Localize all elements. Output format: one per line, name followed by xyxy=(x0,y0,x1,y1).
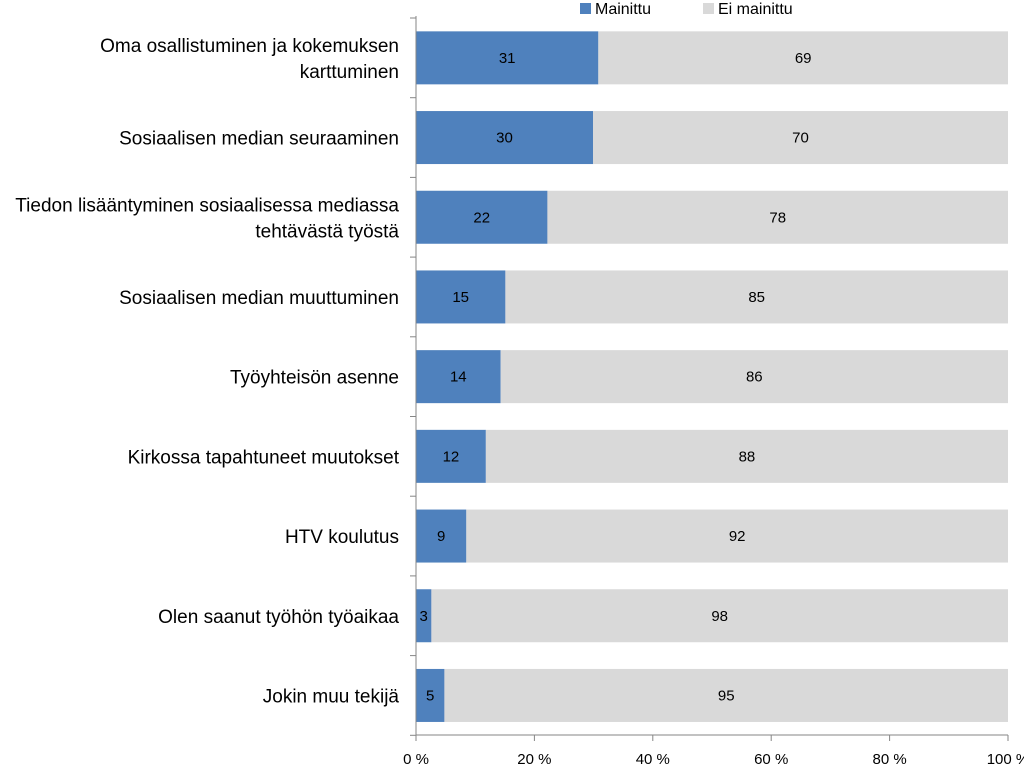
bar-mainittu xyxy=(416,190,548,244)
bar-mainittu xyxy=(416,270,506,324)
legend-swatch xyxy=(703,3,714,14)
bar-value-label: 95 xyxy=(718,687,735,704)
bar-value-label: 70 xyxy=(792,130,809,147)
bar-mainittu xyxy=(416,350,501,404)
bar-value-label: 3 xyxy=(420,608,428,625)
bar-mainittu xyxy=(416,429,486,483)
bar-ei-mainittu xyxy=(593,111,1008,165)
category-label: Oma osallistuminen ja kokemuksen karttumi… xyxy=(100,36,399,83)
category-labels: Oma osallistuminen ja kokemuksen karttumi… xyxy=(15,36,399,708)
category-label: HTV koulutus xyxy=(285,527,399,548)
bar-value-label: 12 xyxy=(443,448,460,465)
x-tick-label: 100 % xyxy=(987,751,1024,768)
bar-ei-mainittu xyxy=(485,429,1009,483)
category-label: Sosiaalisen median seuraaminen xyxy=(119,129,399,150)
bar-ei-mainittu xyxy=(598,31,1008,85)
bar-mainittu xyxy=(416,668,445,722)
legend-label: Mainittu xyxy=(595,1,651,18)
bar-mainittu xyxy=(416,111,594,165)
bar-value-label: 14 xyxy=(450,369,467,386)
bar-value-label: 22 xyxy=(473,209,490,226)
bar-value-label: 30 xyxy=(496,130,513,147)
bar-mainittu xyxy=(416,31,599,85)
bar-value-label: 86 xyxy=(746,369,763,386)
category-label: Jokin muu tekijä xyxy=(263,686,400,707)
bar-ei-mainittu xyxy=(466,509,1008,563)
bars: 31 69 30 70 22 78 15 85 14 86 12 88 9 92 3 98 5 95 xyxy=(416,31,1009,722)
bar-value-label: 98 xyxy=(711,608,728,625)
legend-label: Ei mainittu xyxy=(718,1,793,18)
bar-value-label: 88 xyxy=(739,448,756,465)
category-label: Olen saanut työhön työaikaa xyxy=(158,607,399,628)
bar-value-label: 69 xyxy=(795,50,812,67)
bar-mainittu xyxy=(416,589,432,643)
bar-value-label: 31 xyxy=(499,50,516,67)
bar-ei-mainittu xyxy=(547,190,1008,244)
legend-swatch xyxy=(580,3,591,14)
bar-ei-mainittu xyxy=(505,270,1008,324)
legend: Mainittu Ei mainittu xyxy=(580,1,793,18)
category-label: Sosiaalisen median muuttuminen xyxy=(119,288,399,309)
bar-ei-mainittu xyxy=(500,350,1008,404)
category-label: Työyhteisön asenne xyxy=(230,368,399,389)
bar-mainittu xyxy=(416,509,467,563)
bar-value-label: 9 xyxy=(437,528,445,545)
x-axis: 0 % 20 % 40 % 60 % 80 % 100 % xyxy=(403,16,1024,768)
x-tick-label: 80 % xyxy=(872,751,906,768)
category-label: Tiedon lisääntyminen sosiaalisessa media… xyxy=(15,195,399,242)
bar-ei-mainittu xyxy=(444,668,1008,722)
bar-value-label: 5 xyxy=(426,687,434,704)
category-label: Kirkossa tapahtuneet muutokset xyxy=(128,447,400,468)
bar-value-label: 85 xyxy=(748,289,765,306)
x-tick-label: 60 % xyxy=(754,751,788,768)
x-tick-label: 0 % xyxy=(403,751,429,768)
x-tick-label: 40 % xyxy=(636,751,670,768)
bar-value-label: 92 xyxy=(729,528,746,545)
bar-value-label: 78 xyxy=(769,209,786,226)
x-tick-label: 20 % xyxy=(517,751,551,768)
bar-ei-mainittu xyxy=(431,589,1009,643)
bar-value-label: 15 xyxy=(452,289,469,306)
